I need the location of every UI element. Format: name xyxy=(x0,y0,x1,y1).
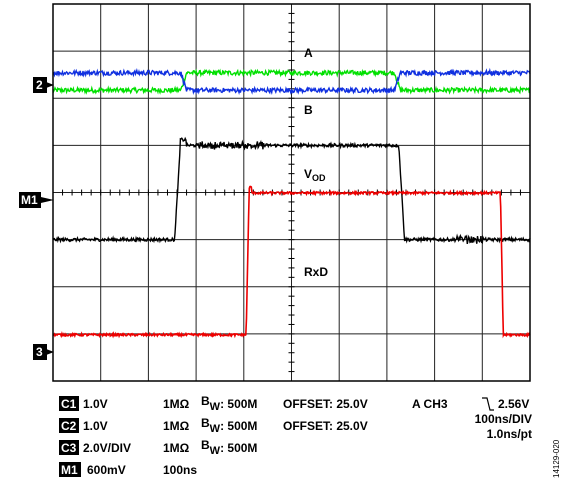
trace-label-vod-sub: OD xyxy=(312,173,326,183)
c2-bw-value: : 500M xyxy=(220,419,257,433)
c1-badge xyxy=(59,396,79,411)
m1-marker: M1 xyxy=(19,192,54,208)
m1-badge-text: M1 xyxy=(61,463,78,477)
trace-label-a: A xyxy=(304,46,313,60)
c1-bandwidth: BW: 500M xyxy=(201,394,257,413)
settings-panel: C1 1.0V 1MΩ BW: 500M OFFSET: 25.0V C2 1.… xyxy=(59,394,532,477)
channel-3-marker: 3 xyxy=(33,344,54,360)
trigger-resolution: 1.0ns/pt xyxy=(487,427,532,441)
c2-offset: OFFSET: 25.0V xyxy=(283,419,368,433)
trace-label-b: B xyxy=(304,103,313,117)
c1-bw-value: : 500M xyxy=(220,397,257,411)
trace-label-vod: VOD xyxy=(304,167,326,183)
trace-rxd xyxy=(52,185,531,339)
c2-bw-main: B xyxy=(201,416,210,430)
screen-frame xyxy=(52,3,531,382)
c1-bw-main: B xyxy=(201,394,210,408)
channel-3-marker-badge xyxy=(33,344,47,360)
c3-bw-sub: W xyxy=(210,445,221,457)
m1-scale: 600mV xyxy=(87,463,126,477)
trigger-info: A CH3 2.56V 100ns/DIV 1.0ns/pt xyxy=(412,397,532,441)
trace-b xyxy=(52,67,531,96)
m1-badge xyxy=(59,462,81,477)
trace-label-vod-main: V xyxy=(304,167,312,181)
channel-2-marker-text: 2 xyxy=(36,78,43,92)
trigger-level: 2.56V xyxy=(498,397,529,411)
m1-timebase: 100ns xyxy=(163,463,197,477)
c3-badge-text: C3 xyxy=(61,441,77,455)
trace-a xyxy=(52,68,531,95)
channel-2-marker-badge xyxy=(33,77,47,93)
settings-row-c1: C1 1.0V 1MΩ BW: 500M OFFSET: 25.0V xyxy=(59,394,368,413)
c2-scale: 1.0V xyxy=(83,419,108,433)
figure-id: 14129-020 xyxy=(552,439,561,478)
trace-vod xyxy=(52,136,531,245)
c2-coupling: 1MΩ xyxy=(163,419,190,433)
c1-scale: 1.0V xyxy=(83,397,108,411)
c2-bandwidth: BW: 500M xyxy=(201,416,257,435)
waveform-traces xyxy=(52,67,531,339)
c1-offset: OFFSET: 25.0V xyxy=(283,397,368,411)
settings-row-c2: C2 1.0V 1MΩ BW: 500M OFFSET: 25.0V xyxy=(59,416,368,435)
c2-badge xyxy=(59,418,79,433)
c3-coupling: 1MΩ xyxy=(163,441,190,455)
c3-badge xyxy=(59,440,79,455)
settings-row-m1: M1 600mV 100ns xyxy=(59,462,197,477)
c3-bw-value: : 500M xyxy=(220,441,257,455)
trace-label-rxd: RxD xyxy=(304,265,328,279)
trigger-source: A CH3 xyxy=(412,397,448,411)
settings-row-c3: C3 2.0V/DIV 1MΩ BW: 500M xyxy=(59,438,257,457)
channel-3-marker-text: 3 xyxy=(36,345,43,359)
c1-badge-text: C1 xyxy=(61,397,77,411)
c3-scale: 2.0V/DIV xyxy=(83,441,131,455)
m1-marker-badge xyxy=(19,192,41,208)
c2-badge-text: C2 xyxy=(61,419,77,433)
channel-2-marker: 2 xyxy=(33,77,54,93)
c2-bw-sub: W xyxy=(210,423,221,435)
trigger-timebase: 100ns/DIV xyxy=(475,412,532,426)
c3-bw-main: B xyxy=(201,438,210,452)
c1-coupling: 1MΩ xyxy=(163,397,190,411)
c1-bw-sub: W xyxy=(210,401,221,413)
c3-bandwidth: BW: 500M xyxy=(201,438,257,457)
falling-edge-icon xyxy=(482,397,494,411)
m1-marker-text: M1 xyxy=(21,193,38,207)
